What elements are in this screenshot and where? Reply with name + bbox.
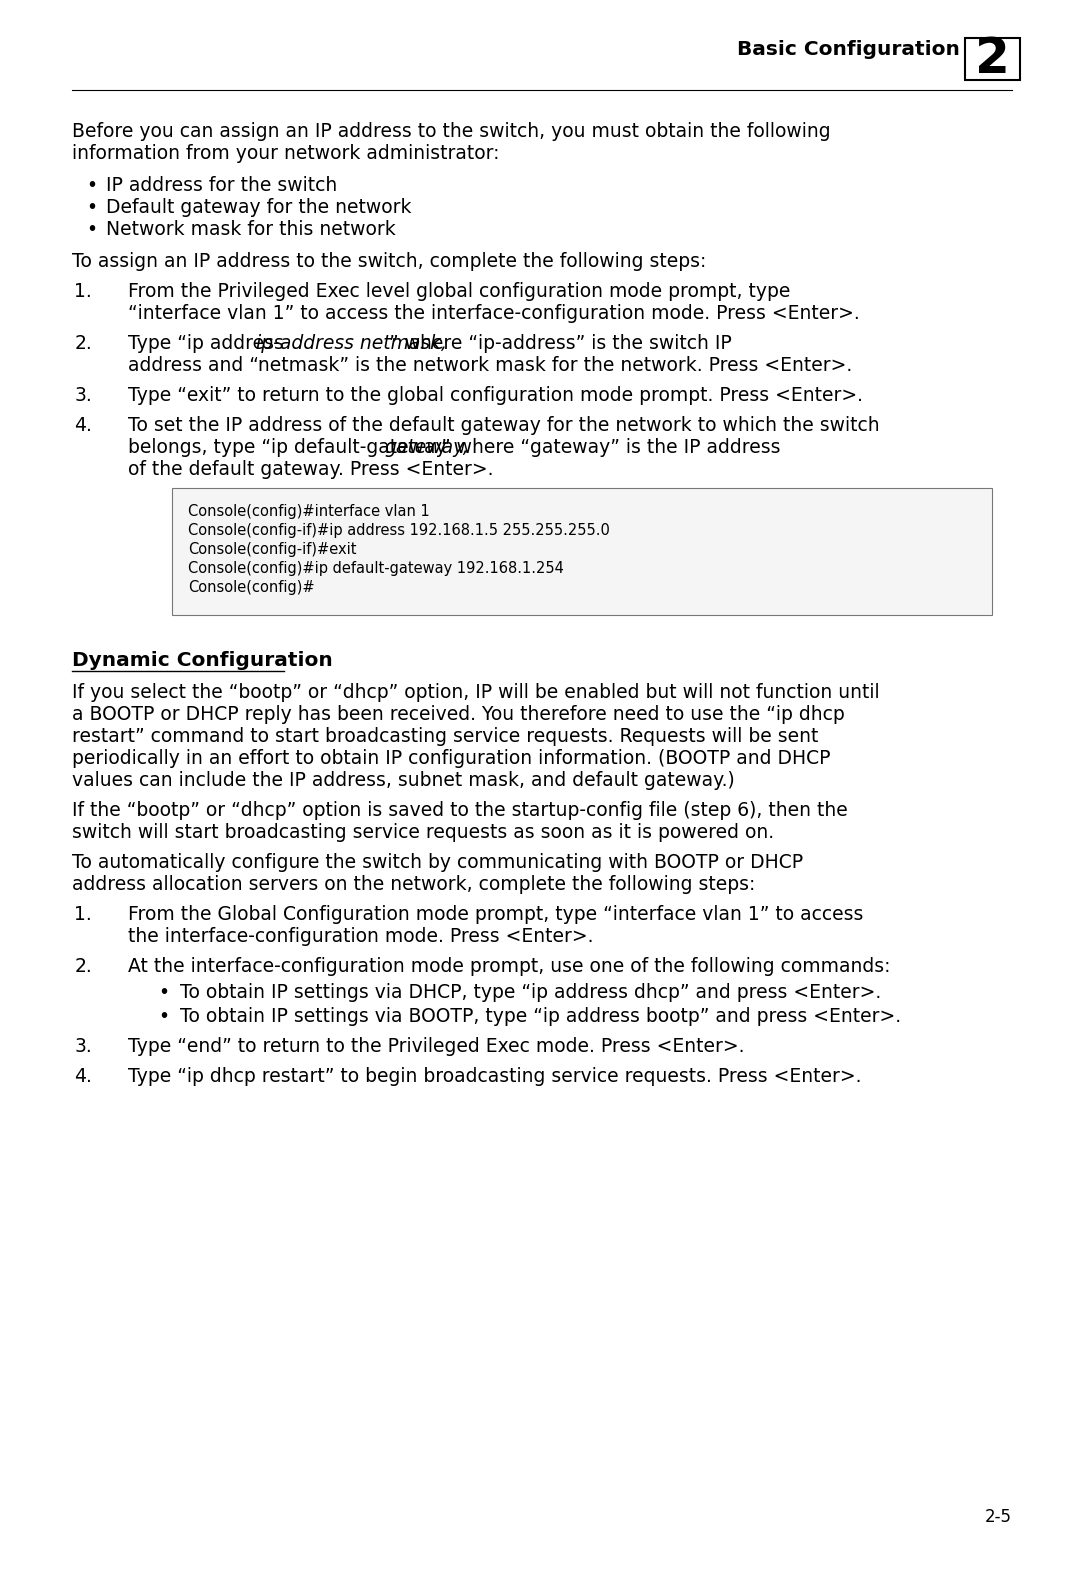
Text: Type “ip address: Type “ip address [129, 334, 289, 353]
Text: 2.: 2. [75, 334, 92, 353]
Text: Network mask for this network: Network mask for this network [106, 220, 395, 239]
Text: •: • [86, 220, 97, 239]
Text: To obtain IP settings via BOOTP, type “ip address bootp” and press <Enter>.: To obtain IP settings via BOOTP, type “i… [180, 1006, 901, 1027]
Text: “interface vlan 1” to access the interface-configuration mode. Press <Enter>.: “interface vlan 1” to access the interfa… [129, 305, 860, 323]
Text: Type “end” to return to the Privileged Exec mode. Press <Enter>.: Type “end” to return to the Privileged E… [129, 1038, 744, 1057]
Text: IP address for the switch: IP address for the switch [106, 176, 337, 195]
Text: 3.: 3. [75, 386, 92, 405]
Text: Before you can assign an IP address to the switch, you must obtain the following: Before you can assign an IP address to t… [72, 122, 831, 141]
Text: Console(config-if)#exit: Console(config-if)#exit [188, 542, 356, 557]
Text: To set the IP address of the default gateway for the network to which the switch: To set the IP address of the default gat… [129, 416, 879, 435]
Text: To automatically configure the switch by communicating with BOOTP or DHCP: To automatically configure the switch by… [72, 853, 804, 871]
Text: restart” command to start broadcasting service requests. Requests will be sent: restart” command to start broadcasting s… [72, 727, 819, 746]
Text: ip-address netmask,: ip-address netmask, [256, 334, 447, 353]
Text: Default gateway for the network: Default gateway for the network [106, 198, 411, 217]
Text: gateway,: gateway, [384, 438, 470, 457]
Text: belongs, type “ip default-gateway: belongs, type “ip default-gateway [129, 438, 453, 457]
Text: periodically in an effort to obtain IP configuration information. (BOOTP and DHC: periodically in an effort to obtain IP c… [72, 749, 831, 768]
Text: 2.: 2. [75, 958, 92, 977]
Text: the interface-configuration mode. Press <Enter>.: the interface-configuration mode. Press … [129, 926, 594, 947]
FancyBboxPatch shape [966, 38, 1020, 80]
Text: •: • [86, 176, 97, 195]
Text: •: • [158, 1006, 170, 1027]
Text: 4.: 4. [75, 1068, 92, 1086]
Text: From the Privileged Exec level global configuration mode prompt, type: From the Privileged Exec level global co… [129, 283, 791, 301]
Text: •: • [86, 198, 97, 217]
Text: If the “bootp” or “dhcp” option is saved to the startup-config file (step 6), th: If the “bootp” or “dhcp” option is saved… [72, 801, 848, 820]
Text: 1.: 1. [75, 283, 92, 301]
Text: Type “exit” to return to the global configuration mode prompt. Press <Enter>.: Type “exit” to return to the global conf… [129, 386, 863, 405]
Text: address and “netmask” is the network mask for the network. Press <Enter>.: address and “netmask” is the network mas… [129, 356, 852, 375]
Text: information from your network administrator:: information from your network administra… [72, 144, 499, 163]
Text: Console(config)#ip default-gateway 192.168.1.254: Console(config)#ip default-gateway 192.1… [188, 560, 564, 576]
Text: of the default gateway. Press <Enter>.: of the default gateway. Press <Enter>. [129, 460, 494, 479]
Text: Console(config)#: Console(config)# [188, 579, 314, 595]
Text: 3.: 3. [75, 1038, 92, 1057]
Text: At the interface-configuration mode prompt, use one of the following commands:: At the interface-configuration mode prom… [129, 958, 891, 977]
Text: 1.: 1. [75, 904, 92, 925]
Text: ” where “ip-address” is the switch IP: ” where “ip-address” is the switch IP [390, 334, 732, 353]
Text: switch will start broadcasting service requests as soon as it is powered on.: switch will start broadcasting service r… [72, 823, 774, 842]
Text: Console(config-if)#ip address 192.168.1.5 255.255.255.0: Console(config-if)#ip address 192.168.1.… [188, 523, 610, 539]
Text: Type “ip dhcp restart” to begin broadcasting service requests. Press <Enter>.: Type “ip dhcp restart” to begin broadcas… [129, 1068, 862, 1086]
Text: address allocation servers on the network, complete the following steps:: address allocation servers on the networ… [72, 874, 755, 893]
Text: 2-5: 2-5 [985, 1509, 1012, 1526]
Text: Console(config)#interface vlan 1: Console(config)#interface vlan 1 [188, 504, 430, 520]
Text: ” where “gateway” is the IP address: ” where “gateway” is the IP address [441, 438, 780, 457]
Text: 4.: 4. [75, 416, 92, 435]
Text: a BOOTP or DHCP reply has been received. You therefore need to use the “ip dhcp: a BOOTP or DHCP reply has been received.… [72, 705, 845, 724]
Text: 2: 2 [975, 35, 1010, 83]
Text: From the Global Configuration mode prompt, type “interface vlan 1” to access: From the Global Configuration mode promp… [129, 904, 863, 925]
FancyBboxPatch shape [172, 488, 993, 615]
Text: To assign an IP address to the switch, complete the following steps:: To assign an IP address to the switch, c… [72, 253, 706, 272]
Text: values can include the IP address, subnet mask, and default gateway.): values can include the IP address, subne… [72, 771, 734, 790]
Text: •: • [158, 983, 170, 1002]
Text: If you select the “bootp” or “dhcp” option, IP will be enabled but will not func: If you select the “bootp” or “dhcp” opti… [72, 683, 879, 702]
Text: To obtain IP settings via DHCP, type “ip address dhcp” and press <Enter>.: To obtain IP settings via DHCP, type “ip… [180, 983, 881, 1002]
Text: Dynamic Configuration: Dynamic Configuration [72, 652, 333, 670]
Text: Basic Configuration: Basic Configuration [738, 39, 960, 60]
